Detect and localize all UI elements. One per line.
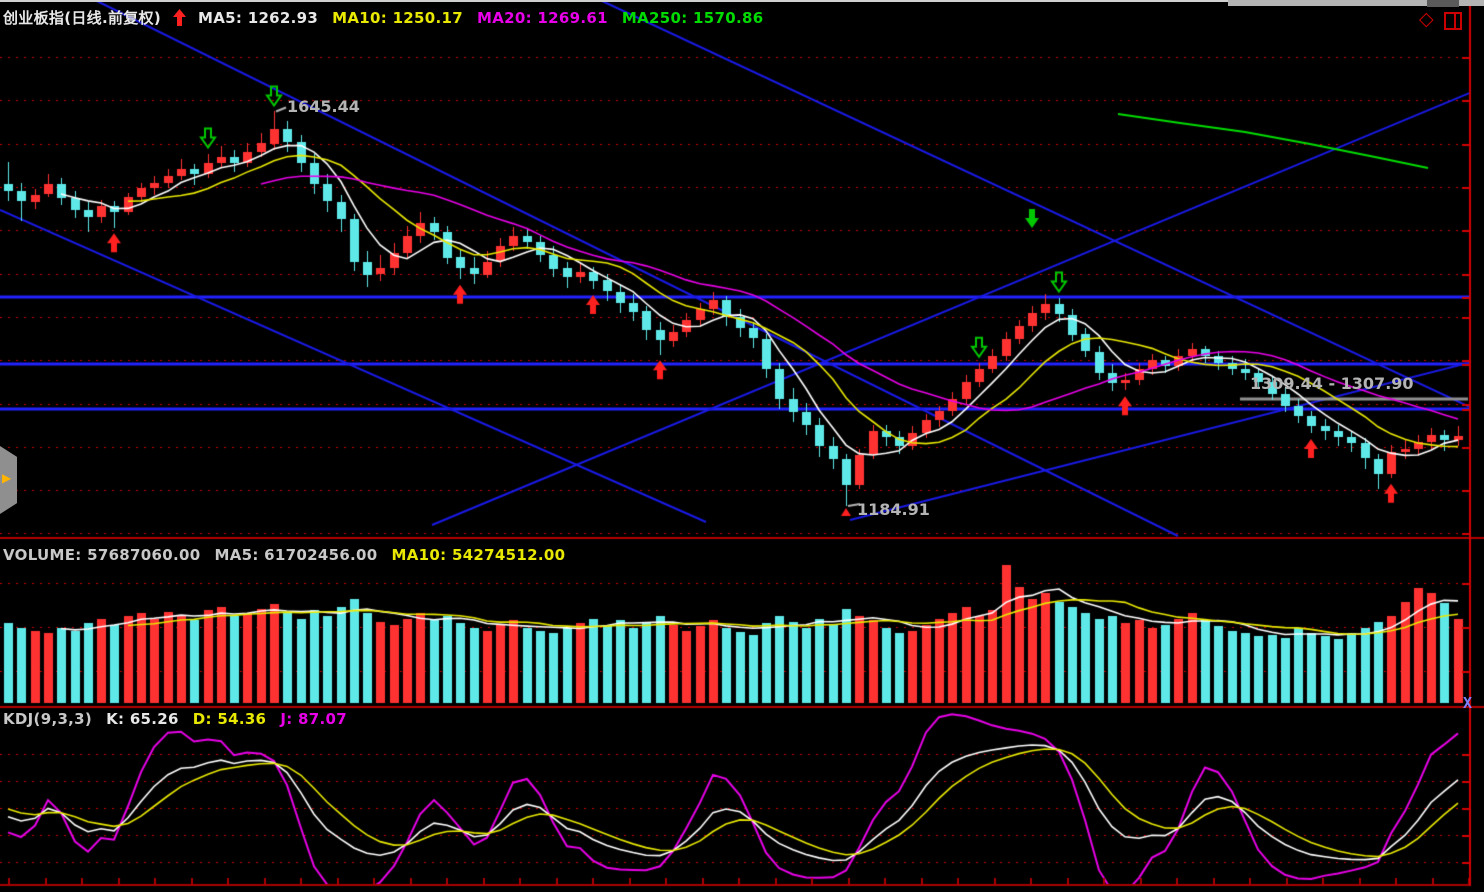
expand-arrow-icon: ▶	[2, 471, 12, 485]
main-chart-header: 创业板指(日线.前复权) MA5: 1262.93 MA10: 1250.17 …	[3, 7, 763, 28]
diamond-icon[interactable]: ◇	[1419, 8, 1434, 30]
volume-ma10-value: MA10: 54274512.00	[391, 546, 566, 564]
volume-ma5-value: MA5: 61702456.00	[214, 546, 378, 564]
close-pane-x[interactable]: X	[1463, 694, 1473, 712]
up-arrow-icon	[173, 9, 187, 26]
kdj-d-value: D: 54.36	[192, 710, 267, 728]
top-scrollbar-thumb[interactable]	[1427, 0, 1459, 7]
volume-header: VOLUME: 57687060.00 MA5: 61702456.00 MA1…	[3, 546, 565, 564]
split-window-icon[interactable]	[1444, 12, 1462, 30]
measure-range-label: 1309.44 - 1307.90	[1250, 374, 1414, 393]
ma250-value: MA250: 1570.86	[621, 8, 764, 27]
kdj-header: KDJ(9,3,3) K: 65.26 D: 54.36 J: 87.07	[3, 710, 347, 728]
sidebar-expander-tab[interactable]: ▶	[0, 446, 17, 514]
low-price-label: 1184.91	[857, 500, 930, 519]
instrument-title: 创业板指(日线.前复权)	[3, 9, 162, 27]
high-price-label: 1645.44	[287, 97, 360, 116]
kdj-name: KDJ(9,3,3)	[3, 710, 93, 728]
kdj-k-value: K: 65.26	[106, 710, 179, 728]
top-window-edge	[0, 0, 1484, 2]
top-scrollbar-strip[interactable]	[1228, 0, 1484, 6]
ma20-value: MA20: 1269.61	[477, 8, 608, 27]
volume-value: VOLUME: 57687060.00	[3, 546, 201, 564]
ma5-value: MA5: 1262.93	[198, 8, 319, 27]
ma10-value: MA10: 1250.17	[332, 8, 463, 27]
kdj-j-value: J: 87.07	[280, 710, 347, 728]
